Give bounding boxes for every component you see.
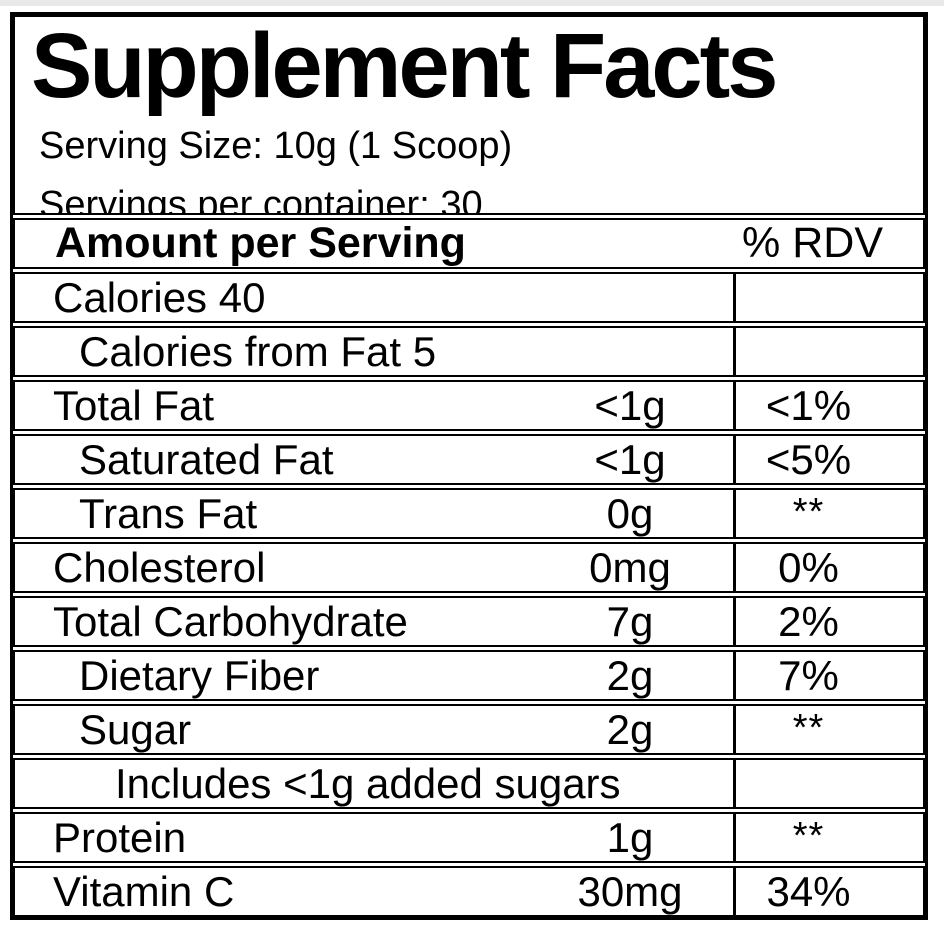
- table-row: Cholesterol 0mg 0%: [13, 542, 925, 593]
- nutrient-amount: 30mg: [577, 867, 683, 915]
- table-row: Protein 1g **: [13, 812, 925, 863]
- amount-per-serving-header: Amount per Serving: [55, 219, 466, 267]
- nutrient-rdv-cell: <5%: [733, 436, 923, 483]
- nutrient-name: Trans Fat: [79, 489, 258, 537]
- nutrient-rdv-cell: 7%: [733, 652, 923, 699]
- table-row: Total Carbohydrate 7g 2%: [13, 596, 925, 647]
- table-row: Dietary Fiber 2g 7%: [13, 650, 925, 701]
- nutrient-name: Total Carbohydrate: [53, 597, 408, 645]
- nutrient-amount: 0mg: [589, 543, 671, 591]
- nutrient-rdv-cell: 0%: [733, 544, 923, 591]
- table-row: Trans Fat 0g **: [13, 488, 925, 539]
- column-header-row: Amount per Serving % RDV: [13, 218, 925, 269]
- nutrient-name: Includes <1g added sugars: [115, 759, 621, 807]
- serving-size-text: Serving Size: 10g (1 Scoop): [39, 124, 513, 167]
- nutrient-name: Saturated Fat: [79, 435, 334, 483]
- nutrient-rdv-cell: [733, 328, 923, 375]
- screenshot-top-edge: [0, 0, 944, 6]
- table-row: Includes <1g added sugars: [13, 758, 925, 809]
- nutrient-amount: 2g: [606, 651, 654, 699]
- nutrient-name: Protein: [53, 813, 187, 861]
- nutrient-name: Cholesterol: [53, 543, 266, 591]
- nutrient-amount: 2g: [606, 705, 654, 753]
- supplement-facts-panel: Supplement Facts Serving Size: 10g (1 Sc…: [10, 12, 928, 920]
- nutrient-name: Sugar: [79, 705, 192, 753]
- nutrient-amount: 7g: [606, 597, 654, 645]
- nutrient-rdv-cell: **: [733, 814, 923, 861]
- servings-per-container-text: Servings per container: 30: [39, 183, 483, 215]
- title-section: Supplement Facts Serving Size: 10g (1 Sc…: [13, 15, 925, 215]
- nutrient-amount: <1g: [594, 381, 666, 429]
- nutrient-name: Calories 40: [53, 273, 266, 321]
- nutrient-rdv-cell: 34%: [733, 868, 923, 915]
- nutrient-amount: 0g: [606, 489, 654, 537]
- nutrient-rdv-cell: [733, 274, 923, 321]
- table-row: Sugar 2g **: [13, 704, 925, 755]
- table-row: Calories 40: [13, 272, 925, 323]
- nutrient-amount: <1g: [594, 435, 666, 483]
- nutrient-rdv-cell: **: [733, 706, 923, 753]
- nutrient-rdv-cell: [733, 760, 923, 807]
- nutrient-rdv-cell: 2%: [733, 598, 923, 645]
- nutrient-name: Calories from Fat 5: [79, 327, 437, 375]
- rdv-header: % RDV: [742, 219, 883, 267]
- table-row: Saturated Fat <1g <5%: [13, 434, 925, 485]
- table-row: Calories from Fat 5: [13, 326, 925, 377]
- table-row: Vitamin C 30mg 34%: [13, 866, 925, 917]
- nutrient-rdv-cell: <1%: [733, 382, 923, 429]
- nutrient-name: Total Fat: [53, 381, 215, 429]
- nutrient-rdv-cell: **: [733, 490, 923, 537]
- nutrient-name: Dietary Fiber: [79, 651, 320, 699]
- nutrient-name: Vitamin C: [53, 867, 235, 915]
- panel-title: Supplement Facts: [31, 15, 778, 117]
- nutrient-amount: 1g: [606, 813, 654, 861]
- table-row: Total Fat <1g <1%: [13, 380, 925, 431]
